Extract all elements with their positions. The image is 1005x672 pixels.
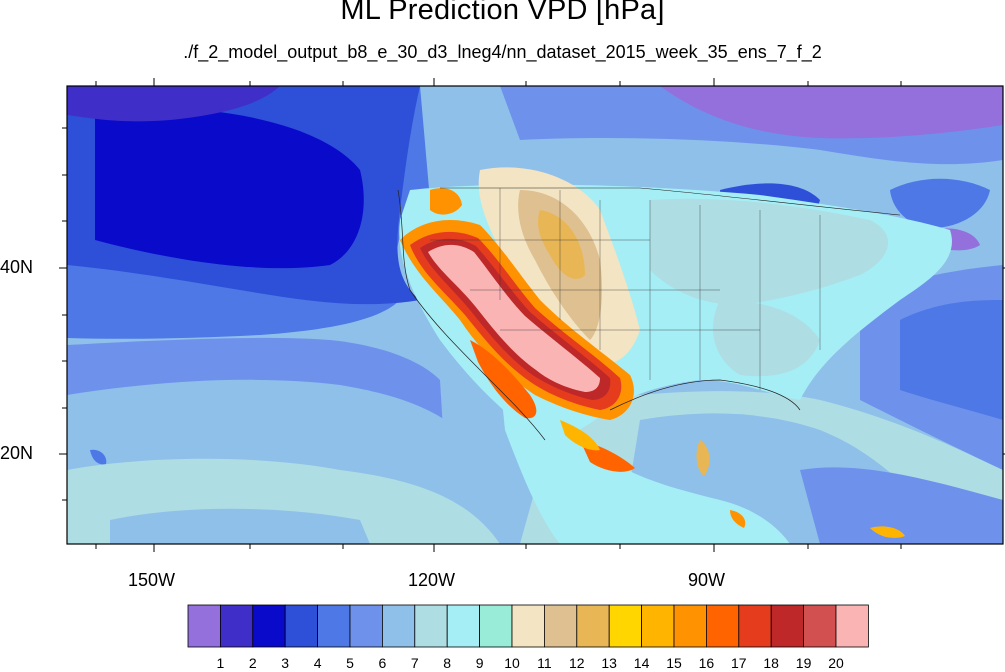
colorbar-label: 9 bbox=[475, 655, 484, 671]
colorbar-label: 12 bbox=[569, 655, 585, 671]
colorbar-box bbox=[770, 604, 805, 648]
colorbar-label: 7 bbox=[410, 655, 419, 671]
colorbar-label: 3 bbox=[281, 655, 290, 671]
colorbar-label: 1 bbox=[216, 655, 225, 671]
x-tick-label: 120W bbox=[408, 570, 456, 590]
colorbar-box bbox=[414, 604, 448, 648]
colorbar-label: 14 bbox=[633, 655, 650, 671]
colorbar-box bbox=[835, 604, 869, 648]
colorbar-label: 20 bbox=[828, 655, 844, 671]
colorbar-label: 19 bbox=[795, 655, 812, 671]
colorbar-box bbox=[738, 604, 772, 648]
colorbar-box bbox=[446, 604, 481, 648]
colorbar-box bbox=[706, 604, 740, 648]
colorbar-label: 5 bbox=[346, 655, 354, 671]
colorbar-box bbox=[284, 604, 319, 648]
colorbar-label: 10 bbox=[504, 655, 520, 671]
x-tick-label: 90W bbox=[688, 570, 726, 590]
colorbar-box bbox=[349, 604, 383, 648]
colorbar-box bbox=[479, 604, 513, 648]
colorbar-box bbox=[381, 604, 416, 648]
colorbar-box bbox=[511, 604, 545, 648]
colorbar-box bbox=[608, 604, 643, 648]
colorbar-box bbox=[803, 604, 837, 648]
colorbar-label: 15 bbox=[666, 655, 682, 671]
colorbar-label: 4 bbox=[313, 655, 322, 671]
colorbar-label: 11 bbox=[537, 655, 552, 671]
colorbar-box bbox=[641, 604, 675, 648]
colorbar-label: 17 bbox=[731, 655, 747, 671]
colorbar-label: 18 bbox=[763, 655, 779, 671]
y-tick-label: 40N bbox=[0, 257, 34, 277]
colorbar-box bbox=[317, 604, 351, 648]
colorbar-box bbox=[187, 604, 221, 648]
colorbar-box bbox=[219, 604, 254, 648]
colorbar-label: 2 bbox=[248, 655, 257, 671]
y-tick-label: 20N bbox=[0, 443, 34, 463]
colorbar-box bbox=[673, 604, 707, 648]
colorbar-label: 8 bbox=[443, 655, 452, 671]
colorbar-label: 13 bbox=[601, 655, 617, 671]
colorbar-label: 6 bbox=[378, 655, 387, 671]
map-subtitle: ./f_2_model_output_b8_e_30_d3_lneg4/nn_d… bbox=[183, 42, 822, 62]
map-title: ML Prediction VPD [hPa] bbox=[340, 0, 665, 26]
colorbar-label: 16 bbox=[698, 655, 715, 671]
colorbar-box bbox=[576, 604, 610, 648]
colorbar-box bbox=[544, 604, 578, 648]
colorbar-box bbox=[252, 604, 286, 648]
x-tick-label: 150W bbox=[128, 570, 176, 590]
map-field bbox=[67, 86, 1003, 544]
